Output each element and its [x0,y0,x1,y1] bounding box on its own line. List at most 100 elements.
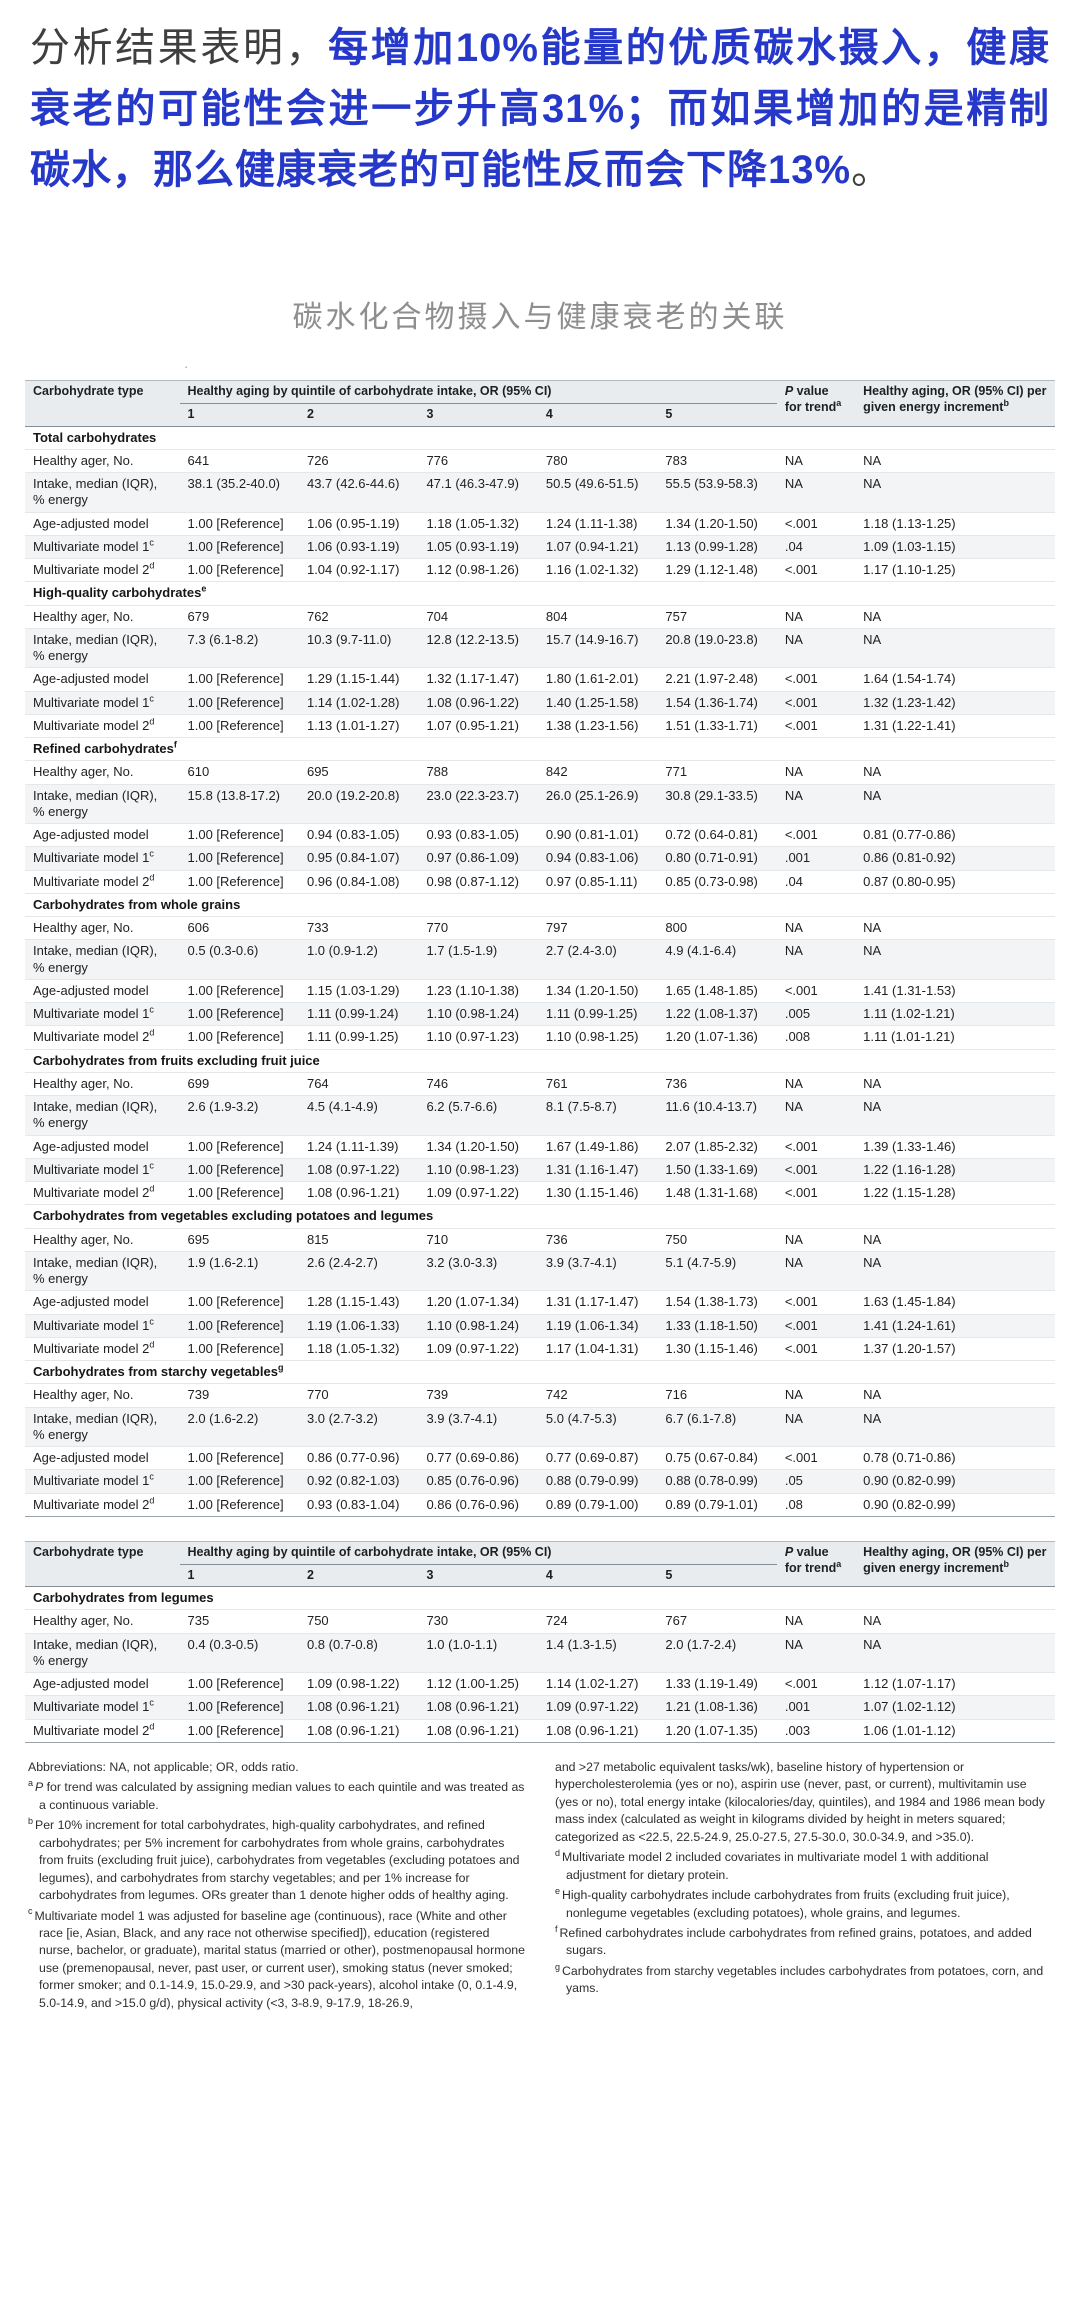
cell-q4: 1.4 (1.3-1.5) [537,1633,658,1674]
col-header-quintile-4: 4 [537,403,658,427]
row-label: Multivariate model 1c [25,691,180,715]
cell-p-value: <.001 [776,1672,856,1697]
row-label: Age-adjusted model [25,512,180,536]
cell-q3: 6.2 (5.7-6.6) [418,1095,538,1136]
footnote-marker: e [201,584,207,595]
cell-p-value: NA [776,1251,856,1292]
table-row: Multivariate model 1c 1.00 [Reference] 1.0… [25,535,1055,560]
table-row: Healthy ager, No. 679 762 704 804 757 NA NA [25,605,1055,629]
table-row: Multivariate model 1c 1.00 [Reference] 1.1… [25,1002,1055,1027]
cell-p-value: .001 [776,846,856,871]
cell-q4: 15.7 (14.9-16.7) [537,628,658,669]
cell-increment: 1.37 (1.20-1.57) [855,1337,1055,1362]
cell-p-value: <.001 [776,1314,856,1338]
col-header-quintile-1: 1 [179,1564,299,1588]
cell-q4: 0.90 (0.81-1.01) [537,823,658,848]
cell-q1: 0.4 (0.3-0.5) [179,1633,299,1674]
cell-q3: 0.86 (0.76-0.96) [418,1493,538,1517]
cell-q3: 746 [418,1072,538,1097]
cell-q3: 1.10 (0.98-1.23) [418,1158,538,1183]
intro-highlight: 每增加10%能量的优质碳水摄入，健康衰老的可能性会进一步升高31%；而如果增加的… [30,26,1051,192]
cell-q3: 1.10 (0.97-1.23) [418,1025,538,1050]
cell-q5: 716 [657,1383,777,1408]
cell-increment: 0.86 (0.81-0.92) [855,846,1055,871]
footnote-marker: d [149,1721,155,1732]
row-label: Multivariate model 1c [25,535,180,560]
cell-q5: 0.72 (0.64-0.81) [657,823,777,848]
footnote-marker: c [149,537,154,548]
col-header-quintile-4: 4 [537,1564,658,1588]
footnote-marker: g [277,1362,284,1373]
cell-increment: NA [855,605,1055,629]
cell-p-value: <.001 [776,1181,856,1206]
cell-q3: 788 [418,760,538,785]
col-header-p-value: P value for trenda [776,1540,856,1588]
cell-q1: 1.00 [Reference] [179,1181,299,1206]
cell-q1: 1.9 (1.6-2.1) [179,1251,299,1292]
footnote-marker: d [555,1848,561,1859]
footnote-marker: a [28,1778,34,1789]
table-body: Carbohydrates from legumes Healthy ager, … [25,1586,1055,1743]
cell-q5: 1.20 (1.07-1.35) [657,1719,777,1743]
cell-increment: 1.22 (1.16-1.28) [855,1158,1055,1183]
table-section-row: Refined carbohydratesf [25,737,1055,762]
cell-q5: 2.0 (1.7-2.4) [657,1633,777,1674]
cell-increment: 1.17 (1.10-1.25) [855,558,1055,583]
cell-increment: NA [855,1072,1055,1097]
section-label: Total carbohydrates [25,426,1055,450]
cell-q1: 1.00 [Reference] [179,1695,299,1720]
cell-q1: 1.00 [Reference] [179,1158,299,1183]
cell-q1: 1.00 [Reference] [179,823,299,848]
cell-q4: 26.0 (25.1-26.9) [537,784,658,825]
cell-q4: 1.34 (1.20-1.50) [537,979,658,1004]
cell-increment: 1.07 (1.02-1.12) [855,1695,1055,1720]
footnote-f: f Refined carbohydrates include carbohydr… [555,1923,1032,1958]
cell-q2: 695 [298,760,419,785]
cell-q5: 771 [657,760,777,785]
table-row: Intake, median (IQR), % energy 38.1 (35.2… [25,472,1055,513]
cell-q3: 0.93 (0.83-1.05) [418,823,538,848]
cell-p-value: NA [776,1095,856,1136]
footnote-c: c Multivariate model 1 was adjusted for b… [28,1906,525,2010]
cell-q1: 1.00 [Reference] [179,558,299,583]
cell-q3: 3.9 (3.7-4.1) [418,1407,538,1448]
cell-q4: 0.89 (0.79-1.00) [537,1493,658,1517]
cell-q3: 1.7 (1.5-1.9) [418,939,538,980]
cell-q2: 770 [298,1383,419,1408]
table-section-row: Carbohydrates from whole grains [25,893,1055,918]
cell-q4: 724 [537,1609,658,1634]
cell-q5: 1.13 (0.99-1.28) [657,535,777,560]
cell-q4: 1.31 (1.16-1.47) [537,1158,658,1183]
cell-q2: 1.0 (0.9-1.2) [298,939,419,980]
cell-q2: 733 [298,916,419,941]
footnote-marker: c [149,1472,154,1483]
row-label: Multivariate model 1c [25,1695,180,1720]
cell-q5: 2.07 (1.85-2.32) [657,1135,777,1159]
row-label: Multivariate model 1c [25,1002,180,1027]
section-label: Carbohydrates from fruits excluding frui… [25,1049,1055,1073]
cell-q2: 815 [298,1228,419,1252]
cell-increment: 0.87 (0.80-0.95) [855,870,1055,894]
row-label: Intake, median (IQR), % energy [25,472,180,513]
cell-increment: NA [855,1609,1055,1634]
cell-p-value: .001 [776,1695,856,1720]
cell-p-value: NA [776,1407,856,1448]
cell-q5: 783 [657,449,777,474]
cell-q1: 1.00 [Reference] [179,1469,299,1494]
cell-q5: 1.65 (1.48-1.85) [657,979,777,1004]
cell-increment: NA [855,1095,1055,1136]
table-row: Healthy ager, No. 695 815 710 736 750 NA NA [25,1228,1055,1252]
cell-q3: 0.98 (0.87-1.12) [418,870,538,894]
cell-increment: 1.11 (1.02-1.21) [855,1002,1055,1027]
cell-q2: 1.06 (0.95-1.19) [298,512,419,536]
intro-prefix: 分析结果表明， [30,26,329,70]
cell-increment: 1.22 (1.15-1.28) [855,1181,1055,1206]
cell-q2: 0.95 (0.84-1.07) [298,846,419,871]
cell-increment: 0.90 (0.82-0.99) [855,1493,1055,1517]
table-section-row: Carbohydrates from fruits excluding frui… [25,1049,1055,1073]
footnote-text: and >27 metabolic equivalent tasks/wk), … [555,1759,1045,1844]
footnote-marker: c [149,693,154,704]
section-label: Carbohydrates from whole grains [25,893,1055,918]
table-row: Age-adjusted model 1.00 [Reference] 1.06 (… [25,512,1055,536]
